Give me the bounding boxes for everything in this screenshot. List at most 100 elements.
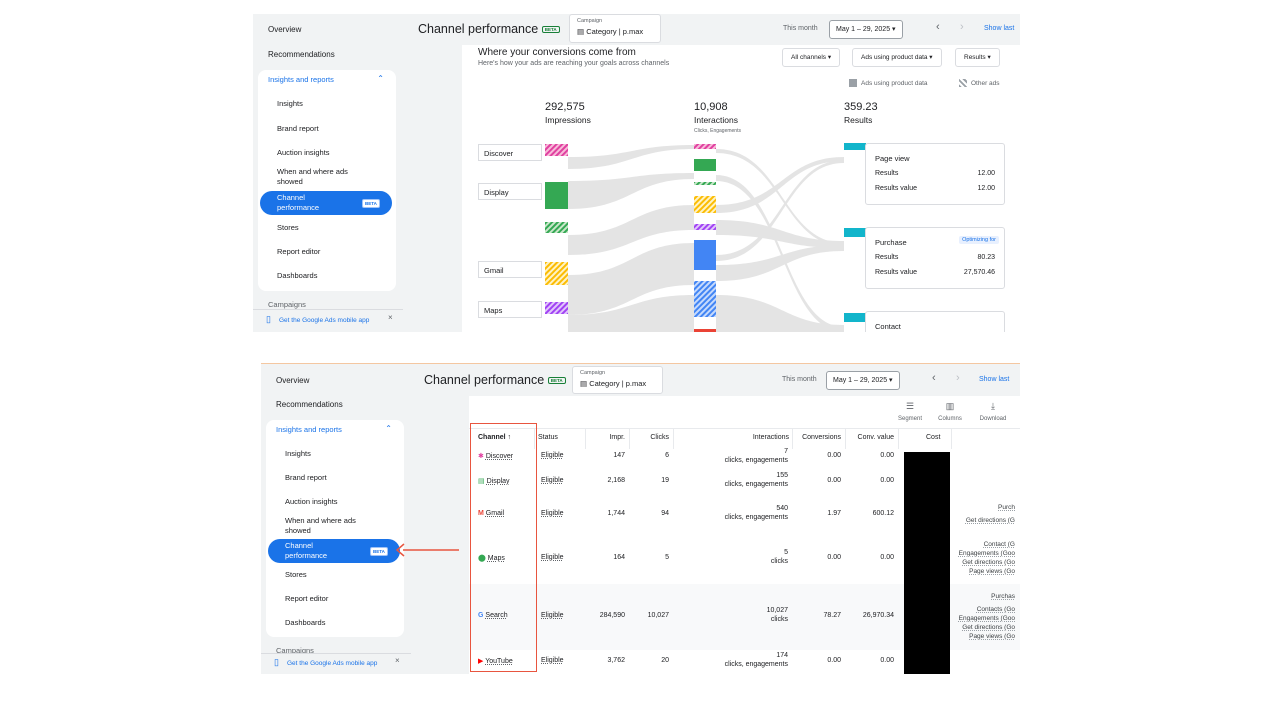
goal-link[interactable]: Engagements (Goo bbox=[958, 615, 1015, 622]
sidebar-item-when-where[interactable]: When and where ads showed bbox=[277, 167, 348, 186]
column-header-impr[interactable]: Impr. bbox=[609, 434, 625, 441]
interactions-value-cell: 10,027 bbox=[766, 607, 788, 614]
channel-cell[interactable]: ▤ Display bbox=[478, 477, 510, 485]
goal-link[interactable]: Engagements (Goo bbox=[958, 550, 1015, 557]
sidebar-item-insights[interactable]: Insights bbox=[285, 449, 311, 458]
goal-link[interactable]: Page views (Go bbox=[969, 633, 1015, 640]
sidebar-item-overview[interactable]: Overview bbox=[276, 376, 310, 385]
result-card-purchase[interactable]: Purchase Optimizing for Results 80.23 Res… bbox=[865, 227, 1005, 289]
sidebar-item-campaigns[interactable]: Campaigns bbox=[268, 300, 306, 309]
channel-box-display[interactable]: Display bbox=[478, 183, 542, 200]
sidebar-item-recommendations[interactable]: Recommendations bbox=[276, 400, 343, 409]
date-range-selector[interactable]: May 1 – 29, 2025 ▾ bbox=[826, 371, 900, 390]
channel-box-maps[interactable]: Maps bbox=[478, 301, 542, 318]
sidebar-item-when-where[interactable]: When and where ads showed bbox=[285, 516, 356, 535]
download-icon[interactable]: ⤓ bbox=[991, 401, 995, 411]
goal-link[interactable]: Contacts (Go bbox=[976, 606, 1015, 613]
mobile-app-link[interactable]: Get the Google Ads mobile app bbox=[279, 317, 370, 324]
prev-period-icon[interactable]: ‹ bbox=[932, 372, 936, 384]
sidebar-item-dashboards[interactable]: Dashboards bbox=[285, 618, 326, 627]
impressions-label: Impressions bbox=[545, 115, 591, 125]
goal-link[interactable]: Get directions (Go bbox=[962, 624, 1015, 631]
sidebar-section-card: Insights and reports ⌃ Insights Brand re… bbox=[258, 70, 396, 291]
column-header-clicks[interactable]: Clicks bbox=[650, 434, 669, 441]
close-icon[interactable]: × bbox=[395, 656, 400, 665]
goal-link[interactable]: Purchas bbox=[991, 593, 1015, 600]
goal-link[interactable]: Get directions (G bbox=[965, 517, 1015, 524]
status-cell[interactable]: Eligible bbox=[541, 452, 564, 459]
sidebar-item-dashboards[interactable]: Dashboards bbox=[277, 271, 318, 280]
next-period-icon[interactable]: › bbox=[956, 372, 960, 384]
column-header-cost[interactable]: Cost bbox=[926, 434, 941, 441]
close-icon[interactable]: × bbox=[388, 313, 393, 322]
interactions-type-cell: clicks, engagements bbox=[724, 661, 788, 668]
column-header-channel[interactable]: Channel ↑ bbox=[478, 434, 512, 441]
mobile-app-link[interactable]: Get the Google Ads mobile app bbox=[287, 660, 378, 667]
sidebar-item-brand-report[interactable]: Brand report bbox=[277, 124, 319, 133]
sidebar-item-overview[interactable]: Overview bbox=[268, 25, 302, 34]
sidebar-section-insights[interactable]: Insights and reports bbox=[276, 425, 342, 434]
status-cell[interactable]: Eligible bbox=[541, 657, 564, 664]
date-range-text: May 1 – 29, 2025 bbox=[833, 377, 888, 384]
row-value: 80.23 bbox=[977, 254, 995, 261]
sidebar-item-brand-report[interactable]: Brand report bbox=[285, 473, 327, 482]
date-range-selector[interactable]: May 1 – 29, 2025 ▾ bbox=[829, 20, 903, 39]
show-last-link[interactable]: Show last bbox=[979, 376, 1010, 383]
show-last-link[interactable]: Show last bbox=[984, 25, 1015, 32]
prev-period-icon[interactable]: ‹ bbox=[936, 21, 940, 33]
status-cell[interactable]: Eligible bbox=[541, 612, 564, 619]
sidebar-item-auction-insights[interactable]: Auction insights bbox=[285, 497, 338, 506]
columns-icon[interactable]: ▥ bbox=[945, 401, 955, 411]
interactions-discover-bar bbox=[694, 144, 716, 149]
column-header-conv-value[interactable]: Conv. value bbox=[857, 434, 894, 441]
segment-icon[interactable]: ☰ bbox=[905, 401, 915, 411]
interactions-type-cell: clicks, engagements bbox=[724, 514, 788, 521]
goal-link[interactable]: Get directions (Go bbox=[962, 559, 1015, 566]
status-cell[interactable]: Eligible bbox=[541, 510, 564, 517]
column-header-status[interactable]: Status bbox=[538, 434, 558, 441]
segment-label[interactable]: Segment bbox=[897, 416, 922, 422]
sidebar-item-campaigns[interactable]: Campaigns bbox=[276, 646, 314, 655]
campaign-selector[interactable]: Campaign ▤ Category | p.max bbox=[569, 14, 661, 43]
channel-cell[interactable]: ✱ Discover bbox=[478, 452, 513, 460]
goal-link[interactable]: Contact (G bbox=[983, 541, 1015, 548]
status-cell[interactable]: Eligible bbox=[541, 477, 564, 484]
goal-link[interactable]: Purch bbox=[998, 504, 1015, 511]
columns-label[interactable]: Columns bbox=[938, 416, 962, 422]
page-title-text: Channel performance bbox=[418, 22, 539, 36]
channel-box-discover[interactable]: Discover bbox=[478, 144, 542, 161]
sidebar-item-channel-performance[interactable]: Channel performance BETA bbox=[260, 191, 392, 215]
status-cell[interactable]: Eligible bbox=[541, 554, 564, 561]
sidebar-item-stores[interactable]: Stores bbox=[285, 570, 307, 579]
next-period-icon[interactable]: › bbox=[960, 21, 964, 33]
channel-cell[interactable]: ⬤ Maps bbox=[478, 554, 505, 562]
sidebar-item-channel-performance[interactable]: Channel performance BETA bbox=[268, 539, 400, 563]
channel-name: YouTube bbox=[485, 658, 513, 665]
chevron-up-icon[interactable]: ⌃ bbox=[377, 74, 384, 83]
conv-value-cell: 0.00 bbox=[880, 657, 894, 664]
channel-name: Maps bbox=[487, 555, 505, 562]
channel-box-gmail[interactable]: Gmail bbox=[478, 261, 542, 278]
chevron-up-icon[interactable]: ⌃ bbox=[385, 424, 392, 433]
result-card-page-view[interactable]: Page view Results 12.00 Results value 12.0… bbox=[865, 143, 1005, 205]
result-card-contact[interactable]: Contact bbox=[865, 311, 1005, 332]
results-filter[interactable]: Results ▾ bbox=[955, 48, 1000, 67]
goal-link[interactable]: Page views (Go bbox=[969, 568, 1015, 575]
sidebar-item-report-editor[interactable]: Report editor bbox=[277, 247, 321, 256]
product-data-filter[interactable]: Ads using product data ▾ bbox=[852, 48, 942, 67]
channel-cell[interactable]: ▶ YouTube bbox=[478, 657, 513, 665]
sidebar-item-report-editor[interactable]: Report editor bbox=[285, 594, 329, 603]
sidebar-item-recommendations[interactable]: Recommendations bbox=[268, 50, 335, 59]
sidebar-section-insights[interactable]: Insights and reports bbox=[268, 75, 334, 84]
channel-cell[interactable]: M Gmail bbox=[478, 510, 504, 517]
sidebar-item-stores[interactable]: Stores bbox=[277, 223, 299, 232]
campaign-selector[interactable]: Campaign ▤ Category | p.max bbox=[572, 366, 663, 394]
all-channels-filter[interactable]: All channels ▾ bbox=[782, 48, 841, 67]
impr-cell: 3,762 bbox=[607, 657, 625, 664]
sidebar-item-insights[interactable]: Insights bbox=[277, 99, 303, 108]
sidebar-item-auction-insights[interactable]: Auction insights bbox=[277, 148, 330, 157]
channel-cell[interactable]: G Search bbox=[478, 612, 508, 619]
column-header-interactions[interactable]: Interactions bbox=[752, 434, 789, 441]
download-label[interactable]: Download bbox=[979, 416, 1007, 422]
column-header-conversions[interactable]: Conversions bbox=[802, 434, 841, 441]
